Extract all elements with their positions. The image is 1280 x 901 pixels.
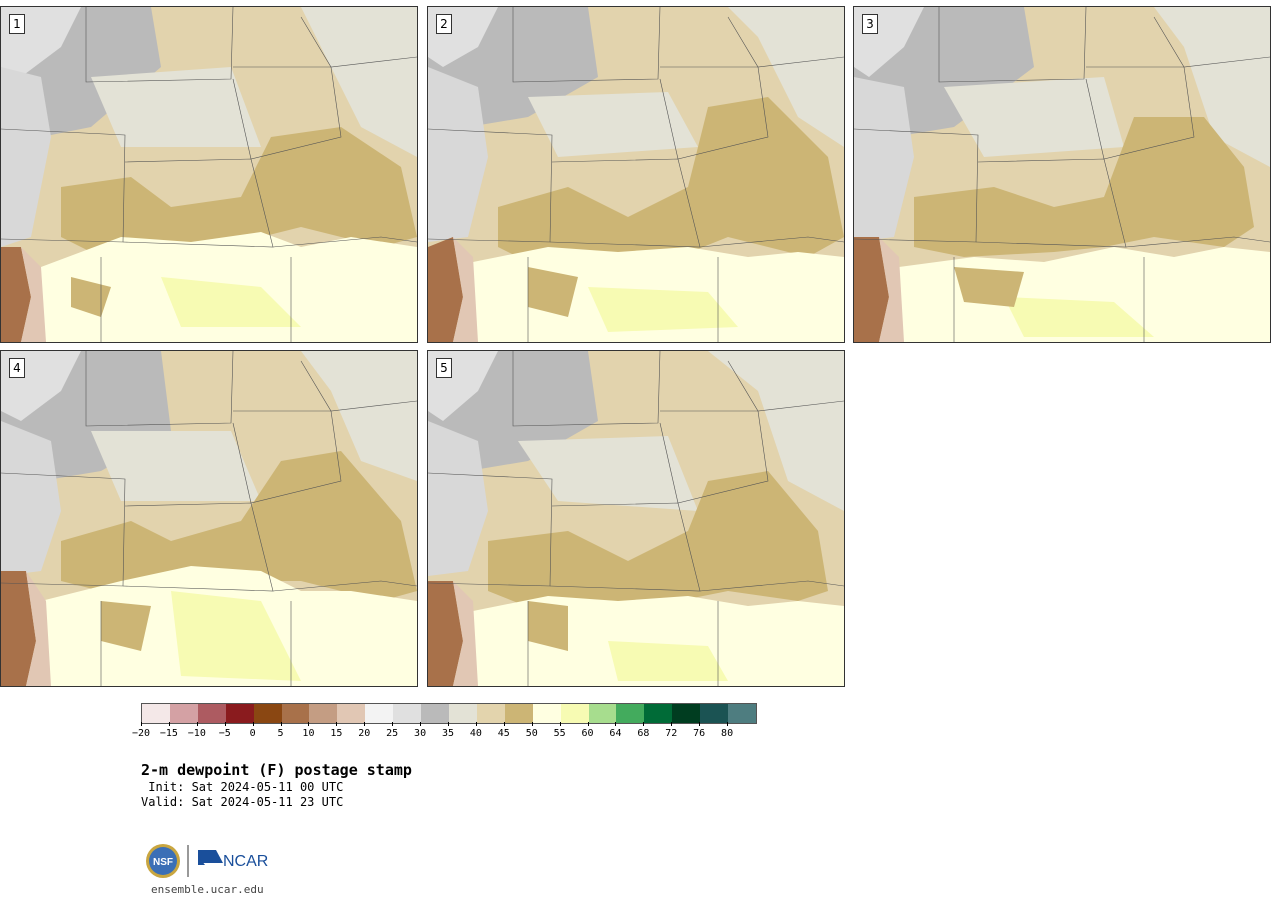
map-panel-4: 4	[0, 350, 418, 687]
colorbar-tick-label: 25	[386, 728, 399, 739]
colorbar-tick-label: 55	[553, 728, 566, 739]
colorbar-tick-label: 20	[358, 728, 371, 739]
colorbar-tick	[252, 722, 254, 726]
colorbar-swatch	[225, 704, 254, 723]
colorbar-swatch	[365, 704, 394, 723]
colorbar-tick	[503, 722, 505, 726]
panel-number: 4	[9, 358, 25, 378]
colorbar-tick	[364, 722, 366, 726]
colorbar-tick	[559, 722, 561, 726]
colorbar-tick	[308, 722, 310, 726]
plot-title: 2-m dewpoint (F) postage stamp	[141, 761, 412, 779]
colorbar-tick-label: 45	[497, 728, 510, 739]
colorbar-tick	[699, 722, 701, 726]
colorbar-tick-label: 64	[609, 728, 622, 739]
colorbar-tick	[141, 722, 142, 726]
colorbar-swatch	[337, 704, 366, 723]
colorbar-tick-label: −20	[131, 728, 151, 739]
website-url[interactable]: ensemble.ucar.edu	[151, 883, 264, 896]
colorbar-swatch	[421, 704, 449, 723]
colorbar-tick-label: 40	[469, 728, 482, 739]
colorbar-tick-label: 76	[693, 728, 706, 739]
colorbar-tick	[531, 722, 533, 726]
colorbar-swatch	[169, 704, 198, 723]
panel-number: 5	[436, 358, 452, 378]
colorbar-tick	[615, 722, 617, 726]
colorbar-swatch	[728, 704, 756, 723]
colorbar-swatch	[393, 704, 422, 723]
colorbar-tick	[420, 722, 422, 726]
dewpoint-map	[428, 351, 844, 686]
colorbar-swatch	[142, 704, 170, 723]
init-time: Init: Sat 2024-05-11 00 UTC	[141, 780, 344, 794]
colorbar-tick-label: 60	[581, 728, 594, 739]
dewpoint-map	[428, 7, 844, 342]
colorbar-swatch	[253, 704, 282, 723]
colorbar-tick-label: 0	[249, 728, 256, 739]
colorbar-ticks: −20 −15 −10 −5 0 5 10 15 20 25 30 35 40 45 50 55 60 64 68 7…	[132, 722, 755, 742]
map-panel-5: 5	[427, 350, 845, 687]
dewpoint-map	[1, 7, 417, 342]
colorbar-tick	[168, 722, 170, 726]
colorbar-tick-label: 68	[637, 728, 650, 739]
ncar-logo-text: NCAR	[223, 853, 268, 870]
logos: NSF NCAR	[145, 843, 275, 879]
colorbar-swatch	[504, 704, 533, 723]
colorbar-tick-label: −5	[218, 728, 231, 739]
colorbar-tick	[475, 722, 477, 726]
colorbar-tick-label: −10	[187, 728, 206, 739]
panel-number: 2	[436, 14, 452, 34]
panel-number: 3	[862, 14, 878, 34]
colorbar-tick	[224, 722, 226, 726]
colorbar-swatch	[644, 704, 673, 723]
colorbar-tick-label: 30	[414, 728, 427, 739]
colorbar-tick	[448, 722, 449, 726]
colorbar-tick-label: 35	[441, 728, 455, 739]
nsf-logo: NSF	[146, 844, 180, 878]
colorbar-tick-label: 50	[525, 728, 538, 739]
colorbar-tick	[196, 722, 198, 726]
dewpoint-map	[1, 351, 417, 686]
colorbar-tick	[336, 722, 338, 726]
colorbar-tick	[643, 722, 645, 726]
colorbar-swatch	[700, 704, 729, 723]
colorbar-tick	[280, 722, 282, 726]
colorbar-tick	[587, 722, 589, 726]
colorbar-tick-label: 80	[721, 728, 734, 739]
colorbar-swatch	[560, 704, 589, 723]
colorbar-tick-label: 72	[665, 728, 678, 739]
colorbar-swatch	[588, 704, 617, 723]
colorbar-swatch	[281, 704, 310, 723]
colorbar-swatch	[476, 704, 505, 723]
map-panel-3: 3	[853, 6, 1271, 343]
colorbar-swatch	[309, 704, 338, 723]
colorbar-tick	[671, 722, 673, 726]
colorbar-swatch	[532, 704, 561, 723]
colorbar	[141, 703, 757, 724]
colorbar-tick-label: 15	[330, 728, 343, 739]
colorbar-swatch	[616, 704, 645, 723]
colorbar-tick-label: 10	[302, 728, 315, 739]
map-panel-1: 1	[0, 6, 418, 343]
map-panel-2: 2	[427, 6, 845, 343]
colorbar-swatch	[448, 704, 477, 723]
dewpoint-map	[854, 7, 1270, 342]
panel-number: 1	[9, 14, 25, 34]
colorbar-tick	[727, 722, 729, 726]
colorbar-swatch	[672, 704, 701, 723]
valid-time: Valid: Sat 2024-05-11 23 UTC	[141, 795, 344, 809]
colorbar-tick-label: 5	[277, 728, 284, 739]
colorbar-tick	[392, 722, 394, 726]
colorbar-swatch	[197, 704, 226, 723]
ncar-logo: NCAR	[198, 850, 268, 870]
colorbar-tick-label: −15	[159, 728, 178, 739]
nsf-logo-text: NSF	[153, 857, 173, 868]
